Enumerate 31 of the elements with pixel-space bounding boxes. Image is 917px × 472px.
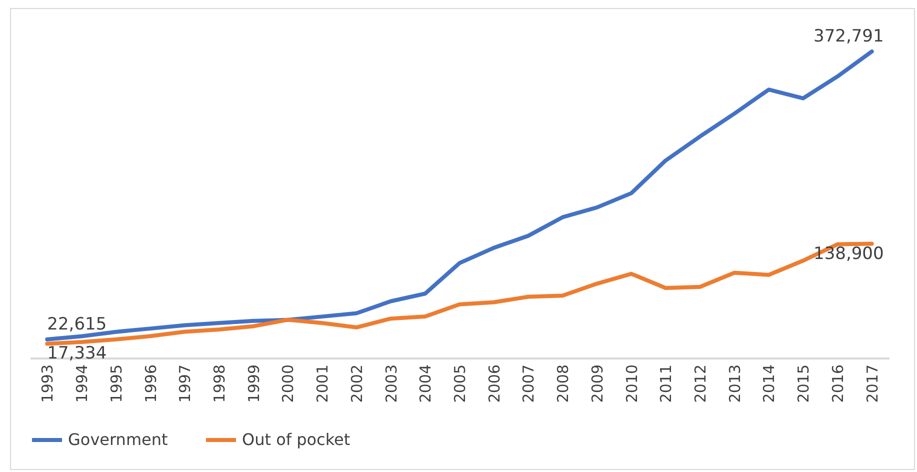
x-tick-label: 2015 bbox=[794, 364, 813, 403]
legend-label: Government bbox=[68, 430, 168, 449]
x-tick-label: 2010 bbox=[622, 364, 641, 403]
x-tick-label: 1997 bbox=[176, 364, 194, 403]
x-tick-label: 1996 bbox=[142, 364, 160, 403]
x-tick-label: 2000 bbox=[279, 364, 298, 403]
x-tick-label: 2017 bbox=[863, 364, 882, 403]
legend-label: Out of pocket bbox=[242, 430, 350, 449]
x-tick-label: 2005 bbox=[451, 364, 469, 403]
x-tick-label: 2014 bbox=[760, 364, 778, 403]
x-tick-label: 1998 bbox=[210, 364, 228, 403]
data-label: 17,334 bbox=[47, 344, 107, 364]
x-tick-label: 2013 bbox=[726, 364, 744, 403]
x-tick-label: 2007 bbox=[520, 364, 538, 403]
x-tick-label: 2011 bbox=[657, 364, 676, 403]
data-label: 372,791 bbox=[814, 26, 884, 46]
x-tick-label: 2012 bbox=[692, 364, 710, 403]
x-tick-label: 2004 bbox=[416, 364, 435, 403]
x-tick-label: 2016 bbox=[828, 364, 847, 403]
x-tick-label: 2001 bbox=[314, 364, 332, 403]
x-tick-label: 2006 bbox=[485, 364, 504, 403]
x-tick-label: 1993 bbox=[38, 364, 57, 403]
x-tick-label: 2008 bbox=[554, 364, 572, 403]
x-tick-label: 2002 bbox=[348, 364, 366, 403]
x-tick-label: 1995 bbox=[107, 364, 126, 403]
x-tick-label: 2009 bbox=[588, 364, 606, 403]
data-label: 22,615 bbox=[47, 314, 107, 334]
x-tick-label: 1994 bbox=[73, 364, 92, 403]
x-tick-label: 2003 bbox=[382, 364, 400, 403]
x-tick-label: 1999 bbox=[244, 364, 263, 403]
data-label: 138,900 bbox=[814, 244, 884, 264]
